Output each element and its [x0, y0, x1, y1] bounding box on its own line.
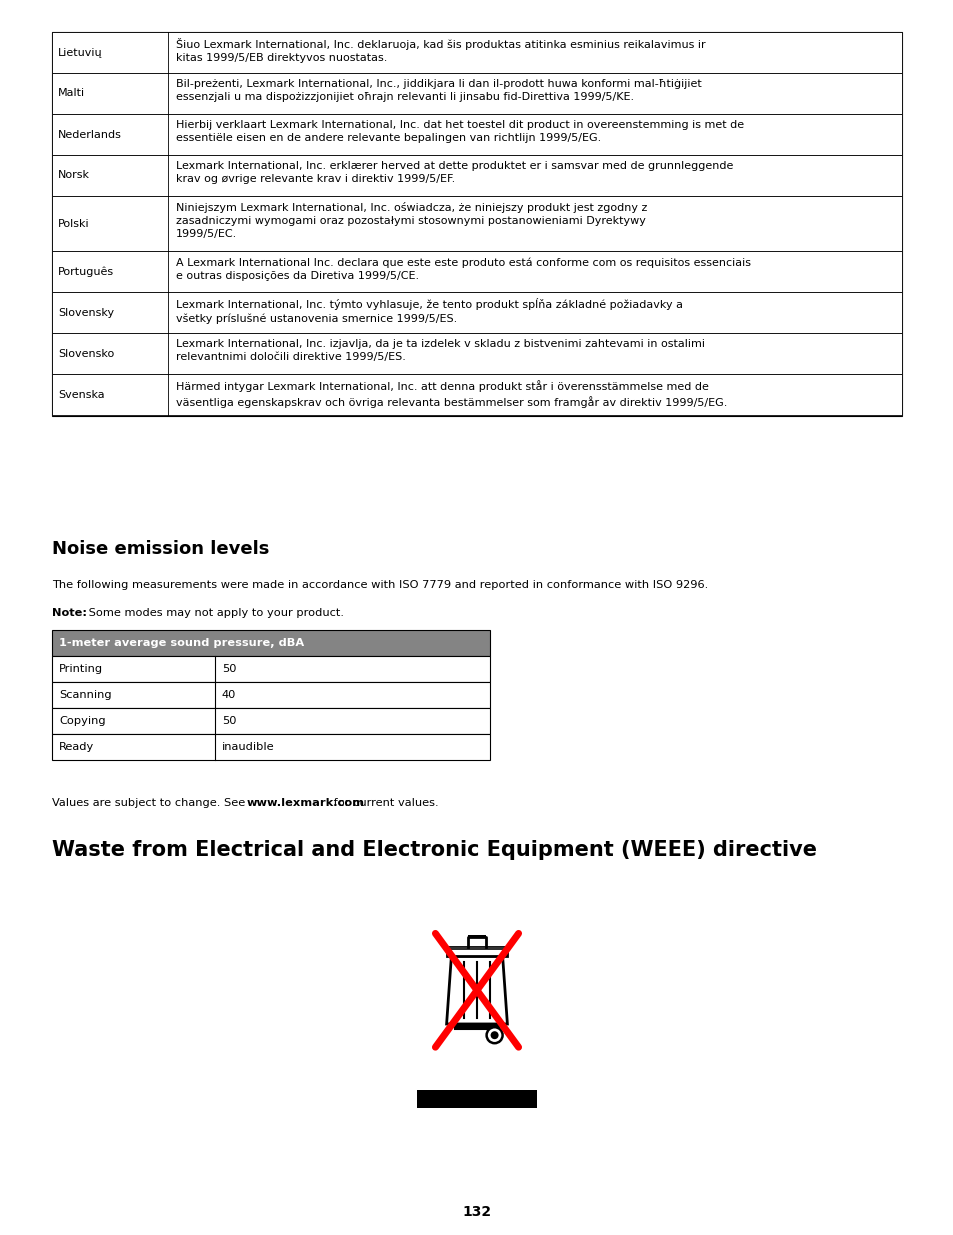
Bar [52, 630, 490, 656]
Text: Norsk: Norsk [58, 170, 90, 180]
Text: Lexmark International, Inc. izjavlja, da je ta izdelek v skladu z bistvenimi zah: Lexmark International, Inc. izjavlja, da… [175, 340, 704, 362]
Text: for current values.: for current values. [330, 798, 438, 808]
Text: Note:: Note: [52, 608, 87, 618]
Text: The following measurements were made in accordance with ISO 7779 and reported in: The following measurements were made in … [52, 580, 707, 590]
Text: Scanning: Scanning [59, 690, 112, 700]
Bar [52, 293, 901, 333]
Text: 50: 50 [222, 716, 236, 726]
Bar [52, 114, 901, 156]
Text: Slovensky: Slovensky [58, 308, 114, 317]
Ellipse shape [490, 1031, 498, 1039]
Bar [52, 32, 901, 415]
Text: 132: 132 [462, 1205, 491, 1219]
Bar [446, 947, 507, 956]
Text: 1-meter average sound pressure, dBA: 1-meter average sound pressure, dBA [59, 638, 304, 648]
Bar [52, 656, 490, 682]
Bar [52, 32, 901, 73]
Bar [52, 73, 901, 114]
Bar [52, 374, 901, 415]
Text: Português: Português [58, 267, 114, 277]
Text: Slovensko: Slovensko [58, 350, 114, 359]
Bar [52, 734, 490, 760]
Text: Noise emission levels: Noise emission levels [52, 540, 269, 558]
Text: Copying: Copying [59, 716, 106, 726]
Bar [455, 1024, 498, 1029]
Text: Values are subject to change. See: Values are subject to change. See [52, 798, 249, 808]
Bar [52, 252, 901, 293]
Text: Svenska: Svenska [58, 390, 105, 400]
Text: inaudible: inaudible [222, 742, 274, 752]
Text: Niniejszym Lexmark International, Inc. oświadcza, że niniejszy produkt jest zgod: Niniejszym Lexmark International, Inc. o… [175, 203, 647, 238]
Bar [52, 708, 490, 734]
Text: 40: 40 [222, 690, 236, 700]
Bar [52, 196, 901, 252]
Bar [52, 682, 490, 708]
Text: Lietuvių: Lietuvių [58, 47, 103, 58]
Bar [416, 1091, 537, 1108]
Text: Waste from Electrical and Electronic Equipment (WEEE) directive: Waste from Electrical and Electronic Equ… [52, 840, 816, 860]
Text: 50: 50 [222, 664, 236, 674]
Bar [468, 935, 485, 937]
Text: Härmed intygar Lexmark International, Inc. att denna produkt står i överensstämm: Härmed intygar Lexmark International, In… [175, 380, 726, 408]
Text: Ready: Ready [59, 742, 94, 752]
Text: Lexmark International, Inc. erklærer herved at dette produktet er i samsvar med : Lexmark International, Inc. erklærer her… [175, 161, 733, 184]
Bar [52, 156, 901, 196]
Text: A Lexmark International Inc. declara que este este produto está conforme com os : A Lexmark International Inc. declara que… [175, 258, 750, 280]
Text: Printing: Printing [59, 664, 103, 674]
Text: www.lexmark.com: www.lexmark.com [247, 798, 365, 808]
Ellipse shape [486, 1028, 502, 1044]
Text: Šiuo Lexmark International, Inc. deklaruoja, kad šis produktas atitinka esminius: Šiuo Lexmark International, Inc. deklaru… [175, 38, 705, 63]
Text: Polski: Polski [58, 219, 90, 228]
Bar [449, 947, 504, 950]
Text: Hierbij verklaart Lexmark International, Inc. dat het toestel dit product in ove: Hierbij verklaart Lexmark International,… [175, 120, 743, 143]
Text: Nederlands: Nederlands [58, 130, 122, 140]
Bar [52, 333, 901, 374]
Text: Bil-preżenti, Lexmark International, Inc., jiddikjara li dan il-prodott huwa kon: Bil-preżenti, Lexmark International, Inc… [175, 79, 701, 101]
Text: Malti: Malti [58, 89, 85, 99]
Text: Lexmark International, Inc. týmto vyhlasuje, že tento produkt spĺňa základné pož: Lexmark International, Inc. týmto vyhlas… [175, 299, 682, 324]
Text: Some modes may not apply to your product.: Some modes may not apply to your product… [85, 608, 344, 618]
